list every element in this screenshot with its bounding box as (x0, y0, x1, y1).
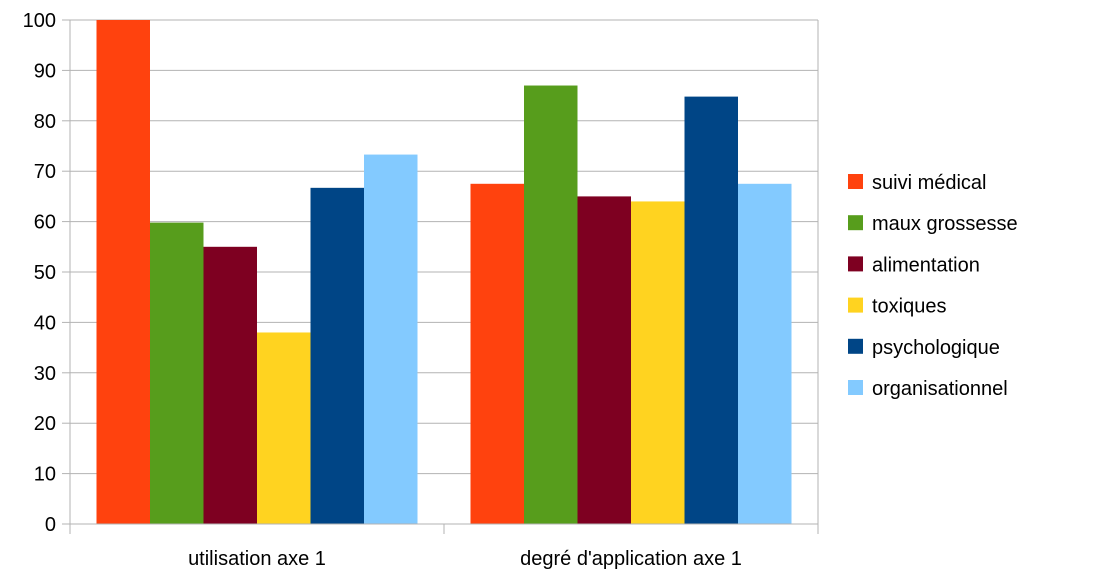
bar-0-3 (257, 332, 311, 524)
legend-label-1: maux grossesse (872, 213, 1018, 235)
legend-label-2: alimentation (872, 254, 980, 276)
bar-1-4 (684, 96, 738, 524)
bar-1-2 (577, 196, 631, 524)
bar-0-5 (364, 154, 418, 524)
bar-1-0 (470, 183, 524, 525)
y-tick-label: 20 (34, 413, 56, 435)
bars (96, 20, 792, 525)
y-tick-label: 100 (23, 10, 56, 32)
legend-swatch-1 (848, 215, 863, 231)
y-tick-label: 60 (34, 212, 56, 234)
y-tick-label: 10 (34, 464, 56, 486)
y-tick-label: 90 (34, 60, 56, 82)
legend-label-4: psychologique (872, 337, 1000, 359)
bar-0-1 (150, 222, 204, 524)
y-tick-label: 0 (45, 514, 56, 536)
legend-label-5: organisationnel (872, 378, 1008, 400)
legend-swatch-2 (848, 256, 863, 272)
legend: suivi médical maux grossesse alimentation t… (848, 172, 1018, 400)
bar-0-0 (96, 20, 150, 524)
legend-swatch-5 (848, 380, 863, 395)
x-category-label: degré d'application axe 1 (520, 548, 742, 570)
y-tick-label: 70 (34, 161, 56, 183)
y-axis-tick-labels: 0 10 20 30 40 50 60 70 80 90 100 (23, 10, 56, 536)
legend-label-0: suivi médical (872, 172, 986, 194)
x-axis-category-labels: utilisation axe 1 degré d'application axe… (188, 548, 742, 570)
legend-label-3: toxiques (872, 296, 947, 318)
y-tick-label: 50 (34, 262, 56, 284)
bar-1-5 (738, 183, 792, 525)
bar-1-1 (524, 85, 578, 525)
x-category-label: utilisation axe 1 (188, 548, 326, 570)
y-tick-label: 40 (34, 312, 56, 334)
bar-0-2 (203, 246, 257, 525)
bar-0-4 (310, 187, 364, 524)
legend-swatch-4 (848, 338, 863, 354)
bar-1-3 (631, 201, 685, 524)
y-tick-label: 30 (34, 363, 56, 385)
y-tick-label: 80 (34, 111, 56, 133)
legend-swatch-0 (848, 174, 863, 189)
legend-swatch-3 (848, 297, 863, 313)
axes (62, 19, 819, 534)
